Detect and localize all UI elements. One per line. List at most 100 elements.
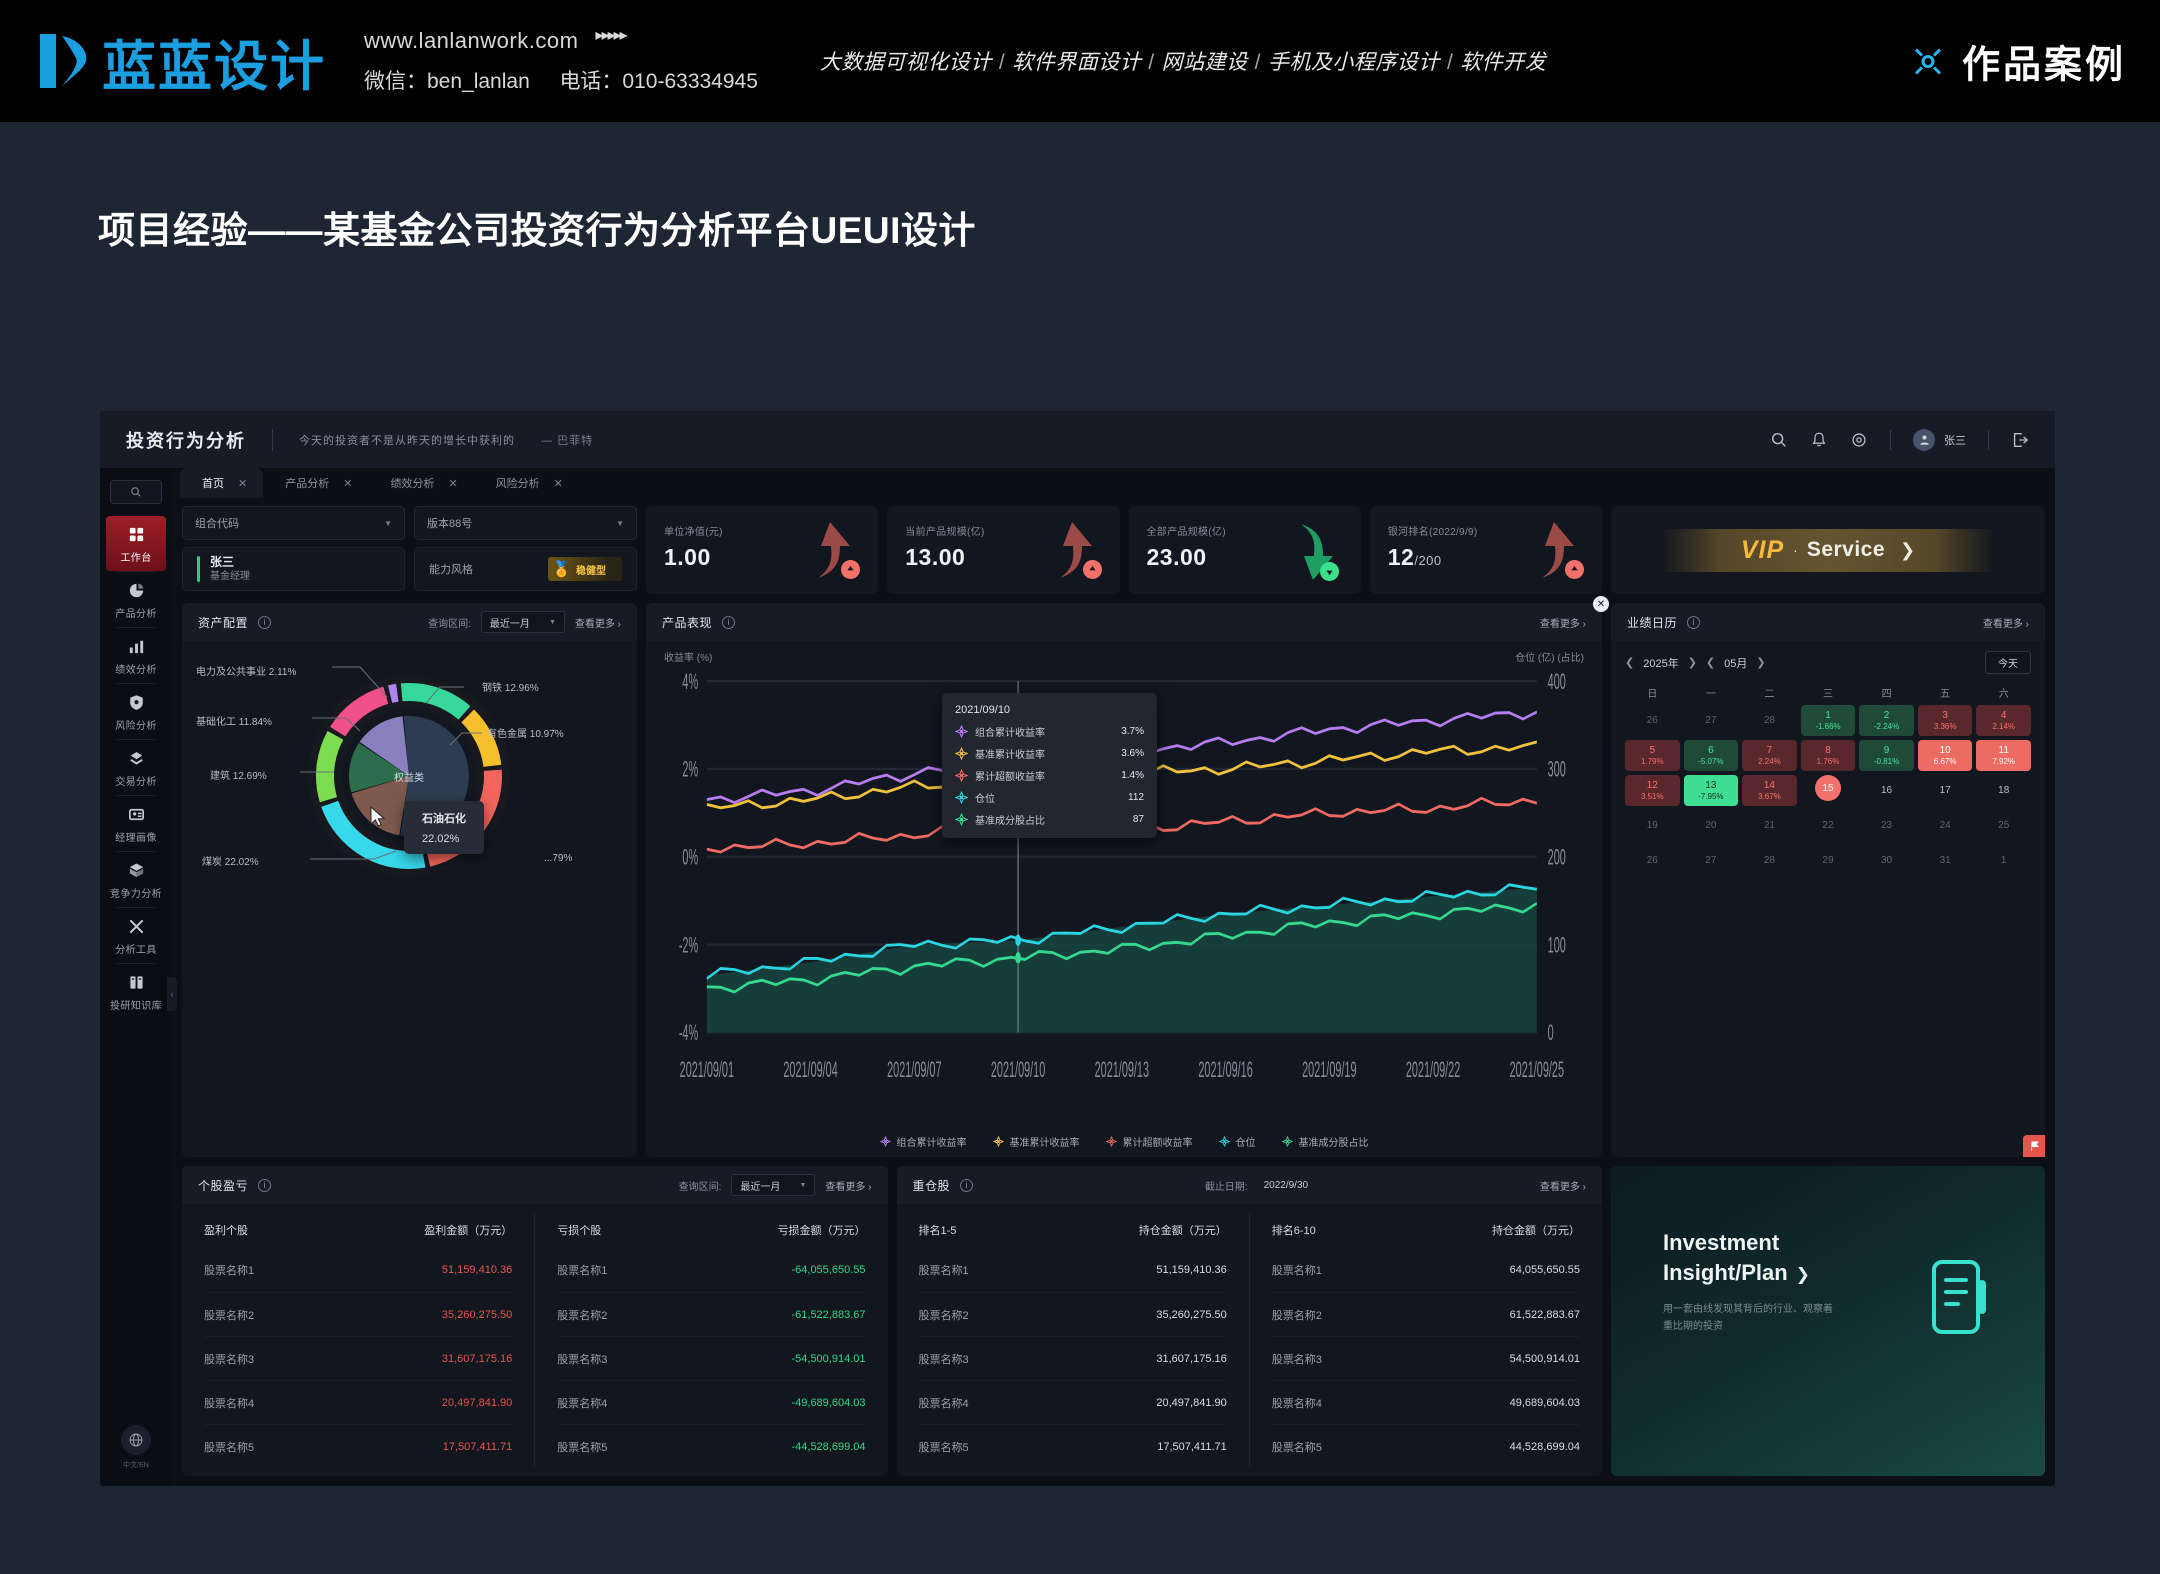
info-icon[interactable]: i (722, 615, 736, 629)
legend-item-4[interactable]: 仓位 (1218, 1134, 1256, 1149)
table-row[interactable]: 股票名称5 17,507,411.71 (918, 1424, 1227, 1468)
info-icon[interactable]: i (258, 1178, 272, 1192)
legend-item-1[interactable]: 组合累计收益率 (879, 1134, 967, 1149)
search-icon[interactable] (1770, 431, 1788, 449)
calendar-cell-21[interactable]: 18 (1976, 775, 2031, 806)
calendar-cell-33[interactable]: 30 (1859, 845, 1914, 876)
calendar-cell-3[interactable]: 28 (1742, 705, 1797, 736)
calendar-cell-9[interactable]: 6 -5.07% (1683, 740, 1739, 771)
avatar[interactable] (1913, 428, 1935, 451)
table-row[interactable]: 股票名称5 17,507,411.71 (204, 1424, 513, 1468)
table-row[interactable]: 股票名称3 31,607,175.16 (204, 1336, 513, 1380)
view-more-link[interactable]: 查看更多 › (574, 618, 621, 630)
bell-icon[interactable] (1810, 431, 1828, 449)
portfolio-code-select[interactable]: 组合代码 ▼ (182, 506, 405, 540)
range-select[interactable]: 最近一月 ▼ (480, 611, 565, 633)
calendar-cell-13[interactable]: 10 6.67% (1917, 740, 1973, 771)
close-icon[interactable]: ✕ (238, 477, 248, 490)
legend-item-2[interactable]: 基准累计收益率 (992, 1134, 1080, 1149)
calendar-cell-32[interactable]: 29 (1801, 845, 1856, 876)
calendar-cell-14[interactable]: 11 7.92% (1976, 740, 2031, 771)
language-globe-button[interactable] (121, 1425, 151, 1455)
calendar-cell-26[interactable]: 23 (1859, 810, 1914, 841)
tab-1[interactable]: 首页 ✕ (180, 468, 264, 498)
sidebar-item-6[interactable]: 经理画像 (106, 796, 166, 851)
calendar-cell-7[interactable]: 4 2.14% (1976, 705, 2031, 736)
calendar-cell-12[interactable]: 9 -0.81% (1859, 740, 1914, 771)
donut-ring-segment-1[interactable] (400, 683, 471, 720)
calendar-cell-24[interactable]: 21 (1742, 810, 1797, 841)
legend-item-5[interactable]: 基准成分股占比 (1281, 1134, 1369, 1149)
calendar-cell-28[interactable]: 25 (1976, 810, 2031, 841)
table-row[interactable]: 股票名称4 -49,689,604.03 (557, 1380, 866, 1424)
donut-pie-slice-3[interactable] (349, 742, 409, 793)
table-row[interactable]: 股票名称1 51,159,410.36 (204, 1248, 512, 1292)
view-more-link[interactable]: 查看更多 › (825, 1181, 872, 1193)
tab-3[interactable]: 绩效分析 ✕ (368, 468, 473, 498)
next-year-button[interactable]: ❯ (1687, 657, 1697, 669)
range-select[interactable]: 最近一月 ▼ (731, 1174, 816, 1196)
calendar-cell-20[interactable]: 17 (1918, 775, 1973, 806)
calendar-cell-34[interactable]: 31 (1918, 845, 1973, 876)
calendar-cell-17[interactable]: 14 3.67% (1742, 775, 1797, 806)
table-row[interactable]: 股票名称5 -44,528,699.04 (557, 1424, 866, 1468)
logout-icon[interactable] (2011, 431, 2029, 449)
sidebar-item-3[interactable]: 绩效分析 (106, 628, 166, 683)
table-row[interactable]: 股票名称1 -64,055,650.55 (557, 1248, 865, 1292)
table-row[interactable]: 股票名称3 -54,500,914.01 (557, 1336, 866, 1380)
info-icon[interactable]: i (1687, 615, 1701, 629)
vip-service-banner[interactable]: VIP · Service ❯ (1611, 506, 2045, 594)
table-row[interactable]: 股票名称1 64,055,650.55 (1272, 1248, 1580, 1292)
donut-pie-slice-4[interactable] (359, 716, 409, 776)
tab-2[interactable]: 产品分析 ✕ (263, 468, 368, 498)
calendar-cell-18[interactable]: 15 (1814, 775, 1841, 801)
calendar-cell-11[interactable]: 8 1.76% (1800, 740, 1856, 771)
calendar-cell-2[interactable]: 27 (1684, 705, 1739, 736)
sidebar-item-2[interactable]: 产品分析 (106, 572, 166, 627)
view-more-link[interactable]: 查看更多 › (1982, 618, 2029, 630)
calendar-cell-6[interactable]: 3 3.36% (1917, 705, 1973, 736)
calendar-cell-5[interactable]: 2 -2.24% (1859, 705, 1914, 736)
calendar-cell-16[interactable]: 13 -7.95% (1683, 775, 1739, 806)
table-row[interactable]: 股票名称2 35,260,275.50 (918, 1292, 1227, 1336)
calendar-cell-22[interactable]: 19 (1625, 810, 1680, 841)
close-icon[interactable]: ✕ (553, 477, 563, 490)
sidebar-item-7[interactable]: 竞争力分析 (106, 852, 166, 907)
table-row[interactable]: 股票名称2 61,522,883.67 (1271, 1292, 1580, 1336)
sidebar-collapse-handle[interactable]: ‹ (167, 977, 177, 1011)
sidebar-item-1[interactable]: 工作台 (106, 516, 166, 571)
close-icon[interactable]: ✕ (343, 477, 353, 490)
legend-item-3[interactable]: 累计超额收益率 (1105, 1134, 1193, 1149)
calendar-cell-27[interactable]: 24 (1918, 810, 1973, 841)
calendar-cell-8[interactable]: 5 1.79% (1625, 740, 1680, 771)
donut-ring-segment-5[interactable] (316, 731, 344, 803)
donut-ring-segment-4[interactable] (321, 800, 426, 869)
table-row[interactable]: 股票名称2 35,260,275.50 (204, 1292, 513, 1336)
calendar-cell-19[interactable]: 16 (1859, 775, 1914, 806)
style-card[interactable]: 能力风格 🏅 稳健型 (414, 547, 637, 591)
view-more-link[interactable]: 查看更多 › (1539, 1181, 1586, 1193)
prev-year-button[interactable]: ❮ (1625, 657, 1635, 669)
version-select[interactable]: 版本88号 ▼ (414, 506, 637, 540)
calendar-cell-4[interactable]: 1 -1.66% (1800, 705, 1856, 736)
next-month-button[interactable]: ❯ (1756, 657, 1766, 669)
close-icon[interactable]: ✕ (448, 477, 458, 490)
sidebar-search-input[interactable] (110, 480, 162, 504)
feedback-flag-button[interactable] (2023, 1135, 2045, 1157)
calendar-cell-29[interactable]: 26 (1625, 845, 1680, 876)
calendar-cell-31[interactable]: 28 (1742, 845, 1797, 876)
table-row[interactable]: 股票名称1 51,159,410.36 (919, 1248, 1227, 1292)
donut-ring-segment-7[interactable] (388, 683, 399, 703)
calendar-cell-23[interactable]: 20 (1684, 810, 1739, 841)
sidebar-item-9[interactable]: 投研知识库 (106, 964, 166, 1019)
settings-icon[interactable] (1850, 431, 1868, 449)
table-row[interactable]: 股票名称4 49,689,604.03 (1271, 1380, 1580, 1424)
user-block[interactable]: 张三 (1913, 428, 1966, 451)
sidebar-item-5[interactable]: 交易分析 (106, 740, 166, 795)
investment-insight-promo[interactable]: Investment Insight/Plan ❯ 用一套由线发现其背后的行业、观… (1611, 1166, 2045, 1476)
today-button[interactable]: 今天 (1985, 651, 2031, 674)
view-more-link[interactable]: 查看更多 › (1539, 618, 1586, 630)
tab-4[interactable]: 风险分析 ✕ (474, 468, 579, 498)
donut-ring-segment-2[interactable] (461, 709, 502, 768)
sidebar-item-8[interactable]: 分析工具 (106, 908, 166, 963)
